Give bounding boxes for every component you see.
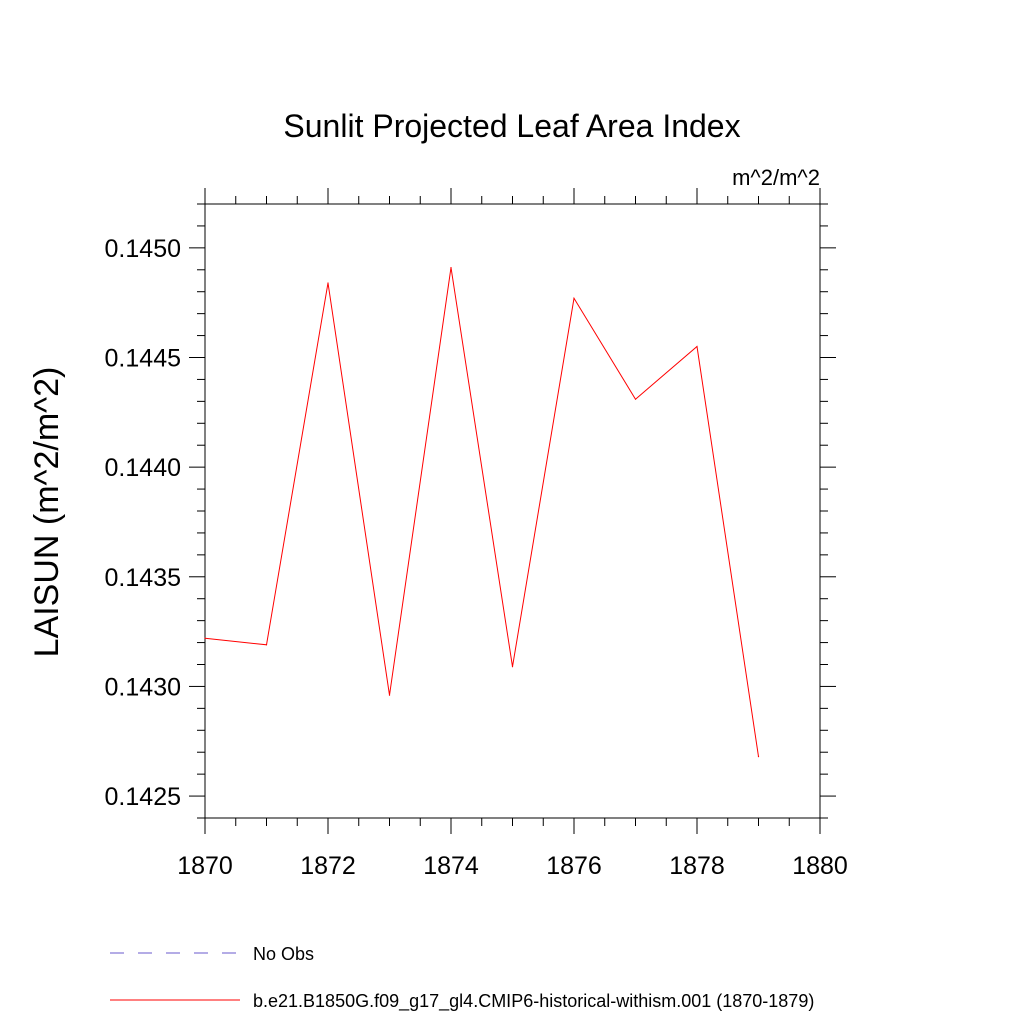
y-tick-label: 0.1450 — [105, 235, 181, 263]
x-tick-label: 1878 — [669, 852, 725, 880]
series-1-point — [696, 345, 698, 348]
x-tick-label: 1880 — [792, 852, 848, 880]
series-1-point — [573, 297, 575, 299]
series-1-point — [327, 282, 329, 284]
series-1-point — [511, 666, 514, 668]
y-tick-label: 0.1425 — [105, 783, 181, 811]
y-tick-label: 0.1440 — [105, 454, 181, 482]
units-label: m^2/m^2 — [732, 165, 820, 190]
series-1-point — [388, 694, 391, 696]
y-tick-label: 0.1445 — [105, 345, 181, 373]
legend-label-model-run: b.e21.B1850G.f09_g17_gl4.CMIP6-historica… — [253, 991, 814, 1012]
series-line-1 — [204, 267, 759, 757]
chart-title: Sunlit Projected Leaf Area Index — [283, 108, 740, 144]
x-tick-label: 1876 — [546, 852, 602, 880]
x-tick-label: 1870 — [177, 852, 233, 880]
series-1-point — [450, 266, 452, 269]
plot-frame — [204, 203, 821, 819]
series-1-point — [204, 637, 206, 639]
y-tick-label: 0.1430 — [105, 673, 181, 701]
y-axis-ticks: 0.1425 0.1430 0.1435 0.1440 0.1445 0.1450 — [105, 203, 836, 819]
series-layer — [204, 266, 760, 758]
legend-label-no-obs: No Obs — [253, 944, 314, 964]
x-tick-label: 1874 — [423, 852, 479, 880]
series-1-point — [634, 398, 637, 400]
y-tick-label: 0.1435 — [105, 564, 181, 592]
x-axis-ticks: 1870 1872 1874 1876 1878 1880 — [177, 188, 848, 880]
legend: No Obs b.e21.B1850G.f09_g17_gl4.CMIP6-hi… — [110, 944, 814, 1012]
y-axis-label: LAISUN (m^2/m^2) — [28, 367, 66, 658]
series-1-point — [757, 756, 760, 758]
x-tick-label: 1872 — [300, 852, 356, 880]
series-1-point — [265, 644, 268, 646]
